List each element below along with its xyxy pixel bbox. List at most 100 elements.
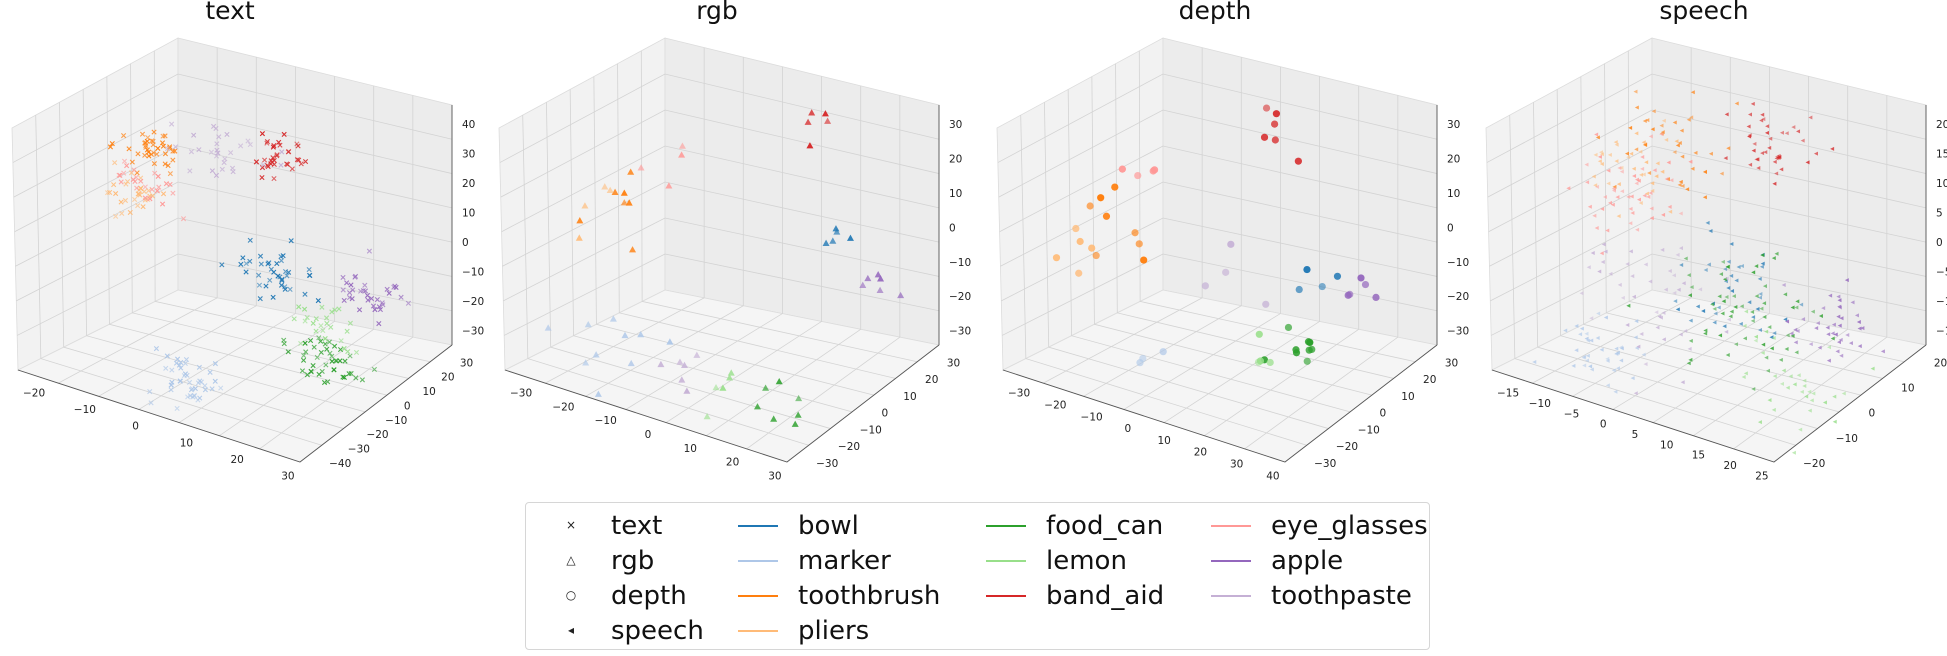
data-point [1751,270,1756,275]
grid-line [58,47,218,384]
data-point [338,338,344,344]
axis-line [17,344,453,463]
grid-line [522,115,809,446]
data-point [795,394,803,402]
data-point [1582,354,1587,359]
x-tick-label: 0 [645,429,652,441]
series-marker [147,346,224,412]
series-toothbrush [107,129,178,177]
z-tick-label: −5 [1936,267,1947,279]
series-lemon [1254,330,1274,367]
data-point [1734,101,1739,106]
data-point [165,162,171,169]
data-point [678,376,686,383]
data-point [1633,335,1638,340]
data-point [296,304,302,310]
data-point [712,383,720,391]
series-marker [544,315,674,397]
data-point [213,153,220,159]
data-point [1848,341,1853,346]
data-point [1760,151,1765,156]
data-point [1718,333,1723,338]
x-tick-label: −15 [1497,388,1519,400]
x-tick-label: −10 [595,415,617,427]
data-point [370,303,377,309]
data-point [775,377,783,385]
data-point [770,415,778,422]
data-point [1600,259,1605,264]
data-point [1658,315,1663,320]
data-point [1768,136,1773,141]
legend-entry-speech: ◂ speech [551,614,704,648]
data-point [1807,389,1812,394]
data-point [1854,313,1859,318]
data-point [1616,214,1621,219]
data-point [1825,325,1830,330]
data-point [1754,264,1759,269]
data-point [1645,118,1650,123]
color-line-swatch [986,544,1026,578]
series-lemon [1741,309,1875,455]
data-point [209,386,215,392]
data-point [1688,159,1693,164]
data-point [1318,282,1326,291]
z-tick-label: 0 [1936,237,1943,249]
color-line-swatch [738,579,778,613]
data-point [1807,408,1812,413]
data-point [1571,363,1576,368]
data-point [1795,299,1800,304]
data-point [281,131,287,137]
data-point [1755,307,1760,312]
series-toothpaste [164,121,285,178]
data-point [1254,358,1263,366]
data-point [1599,347,1604,352]
z-tick-label: −10 [949,257,971,269]
data-point [277,142,283,148]
data-point [1830,336,1835,341]
data-point [1636,178,1641,183]
data-point [1784,131,1789,136]
axis-line [1491,344,1927,463]
data-point [196,147,202,153]
data-point [874,271,882,278]
data-point [876,286,884,293]
data-point [1703,169,1708,174]
data-point [1675,252,1680,257]
data-point [1619,358,1624,363]
data-point [329,309,335,315]
data-point [609,315,617,322]
data-point [1620,295,1625,300]
grid-line [501,145,940,233]
z-tick-label: 20 [462,178,475,190]
z-tick-label: 15 [1936,149,1947,161]
data-point [1779,381,1784,386]
data-point [1255,330,1263,338]
data-point [275,273,281,279]
data-point [1652,168,1657,173]
data-point [1086,202,1094,210]
data-point [1597,269,1602,274]
grid-line [1627,50,1905,363]
data-point [123,181,129,187]
data-point [324,346,330,352]
legend-label: lemon [1046,546,1127,576]
grid-line [640,50,918,363]
data-point [1052,254,1061,262]
data-point [1606,168,1611,173]
data-point [359,377,365,383]
data-point [1615,195,1620,200]
data-point [611,188,619,195]
data-point [221,159,227,166]
data-point [1586,338,1591,343]
data-point [282,268,289,275]
legend-label: bowl [798,511,859,541]
data-point [1677,182,1682,187]
x-tick-label: 20 [726,457,739,469]
data-point [310,363,316,369]
left-triangle-marker-icon: ◂ [567,623,575,637]
data-point [1574,348,1579,353]
data-point [1626,303,1631,308]
grid-line [1083,57,1242,397]
data-point [727,369,735,376]
data-point [1751,386,1756,391]
